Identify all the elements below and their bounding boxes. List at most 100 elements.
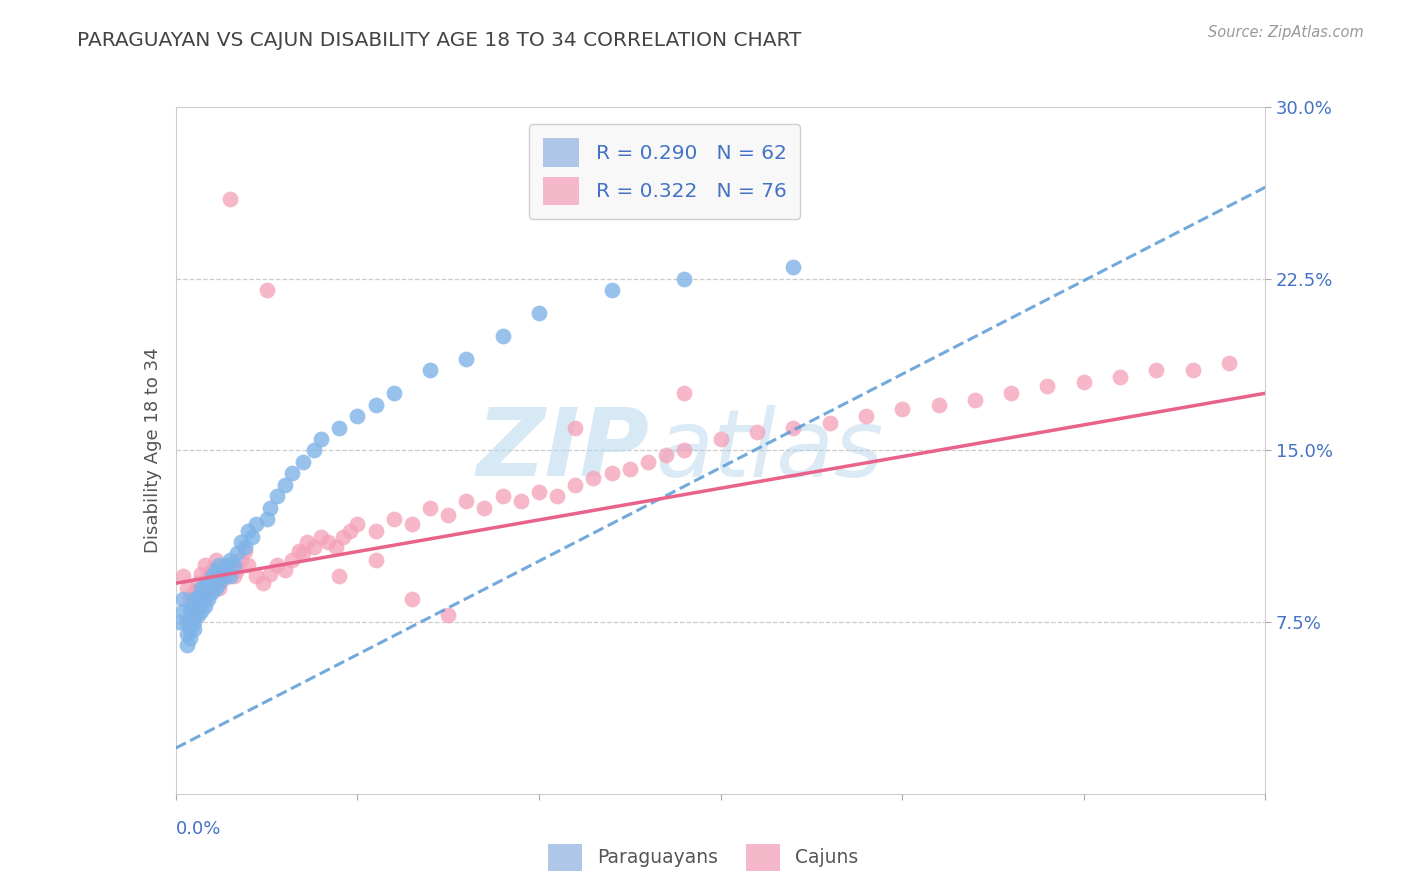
Point [1218,356,1240,370]
Point [346,409,368,424]
Point [419,363,441,377]
Point [183,608,205,623]
Point [204,581,226,595]
Point [190,592,212,607]
Point [245,569,267,583]
Point [546,489,568,503]
Point [673,443,696,458]
Point [291,546,314,561]
Text: Source: ZipAtlas.com: Source: ZipAtlas.com [1208,25,1364,40]
Point [208,558,231,572]
Point [274,562,297,576]
Point [673,271,696,285]
Point [219,192,242,206]
Point [252,576,274,591]
Point [855,409,877,424]
Text: 0.0%: 0.0% [176,820,221,838]
Point [194,581,217,595]
Point [637,455,659,469]
Point [564,420,586,434]
Point [332,531,354,545]
Point [527,306,550,320]
Point [186,599,209,614]
Point [215,558,238,572]
Point [582,471,605,485]
Point [419,500,441,515]
Point [219,558,242,572]
Point [281,553,304,567]
Point [204,553,226,567]
Point [281,467,304,481]
Point [201,585,224,599]
Point [172,569,194,583]
Point [318,535,340,549]
Point [190,567,212,582]
Point [274,478,297,492]
Point [238,558,260,572]
Point [1073,375,1095,389]
Legend: Paraguayans, Cajuns: Paraguayans, Cajuns [540,837,866,878]
Point [963,393,986,408]
Point [564,478,586,492]
Point [782,260,804,275]
Point [655,448,678,462]
Point [238,524,260,538]
Point [176,581,198,595]
Point [226,546,249,561]
Point [245,516,267,531]
Point [233,544,256,558]
Point [259,567,281,582]
Point [266,489,288,503]
Point [222,558,245,572]
Point [190,581,212,595]
Point [183,615,205,630]
Point [179,613,201,627]
Point [1000,386,1022,401]
Point [212,569,235,583]
Point [226,562,249,576]
Point [172,592,194,607]
Point [382,386,405,401]
Point [782,420,804,434]
Point [1146,363,1168,377]
Point [197,569,219,583]
Point [818,416,841,430]
Point [256,283,278,297]
Point [600,467,623,481]
Point [186,608,209,623]
Point [891,402,914,417]
Point [204,562,226,576]
Point [295,535,318,549]
Point [240,531,263,545]
Point [364,553,387,567]
Point [194,590,217,604]
Point [172,604,194,618]
Point [364,524,387,538]
Point [201,562,224,576]
Point [183,599,205,614]
Point [401,592,423,607]
Point [456,493,478,508]
Point [302,443,325,458]
Text: PARAGUAYAN VS CAJUN DISABILITY AGE 18 TO 34 CORRELATION CHART: PARAGUAYAN VS CAJUN DISABILITY AGE 18 TO… [77,31,801,50]
Point [186,576,209,591]
Point [176,626,198,640]
Point [600,283,623,297]
Point [259,500,281,515]
Text: atlas: atlas [655,405,883,496]
Point [179,592,201,607]
Point [382,512,405,526]
Point [194,599,217,614]
Point [186,590,209,604]
Point [288,544,311,558]
Point [197,576,219,591]
Point [1036,379,1059,393]
Point [328,420,350,434]
Point [212,572,235,586]
Point [169,615,191,630]
Point [474,500,496,515]
Point [183,622,205,636]
Point [509,493,531,508]
Point [302,540,325,554]
Point [201,569,224,583]
